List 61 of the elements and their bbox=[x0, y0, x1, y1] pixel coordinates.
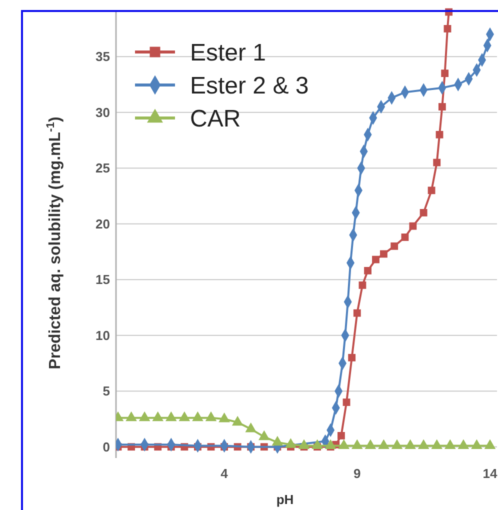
point bbox=[348, 354, 356, 362]
y-tick-label: 25 bbox=[96, 160, 110, 176]
point bbox=[404, 439, 416, 449]
y-tick-label: 0 bbox=[102, 439, 110, 454]
point bbox=[418, 439, 430, 449]
point bbox=[232, 416, 244, 426]
point bbox=[312, 439, 323, 449]
point bbox=[484, 439, 496, 449]
legend-label: CAR bbox=[190, 105, 241, 132]
point bbox=[458, 439, 470, 449]
point bbox=[218, 412, 230, 422]
point bbox=[342, 398, 350, 406]
point bbox=[441, 70, 449, 78]
y-tick-label: 5 bbox=[102, 384, 110, 399]
point bbox=[358, 281, 366, 289]
point bbox=[324, 439, 336, 449]
point bbox=[436, 130, 444, 138]
point bbox=[444, 439, 456, 449]
point bbox=[245, 422, 256, 432]
point bbox=[152, 411, 164, 422]
point bbox=[409, 222, 417, 230]
point bbox=[433, 158, 441, 166]
point bbox=[138, 411, 150, 422]
x-tick-label: 9 bbox=[354, 466, 361, 481]
point bbox=[258, 430, 270, 440]
point bbox=[353, 309, 361, 317]
y-tick-label: 10 bbox=[96, 328, 110, 343]
point bbox=[126, 411, 137, 422]
y-tick-label: 20 bbox=[96, 216, 110, 232]
point bbox=[438, 103, 446, 110]
legend-label: Ester 2 & 3 bbox=[190, 72, 309, 100]
point bbox=[471, 439, 482, 449]
point bbox=[364, 439, 376, 449]
point bbox=[298, 439, 310, 449]
point bbox=[285, 438, 296, 448]
point bbox=[428, 186, 436, 194]
point bbox=[352, 439, 363, 449]
point bbox=[401, 234, 409, 241]
point bbox=[372, 256, 380, 264]
y-tick-label: 15 bbox=[96, 272, 110, 288]
x-tick-label: 14 bbox=[482, 466, 498, 481]
point bbox=[390, 242, 398, 250]
point bbox=[378, 439, 390, 449]
point bbox=[380, 250, 388, 258]
y-tick-label: 35 bbox=[96, 49, 110, 64]
point bbox=[391, 439, 403, 449]
point bbox=[444, 25, 452, 32]
point bbox=[364, 266, 372, 274]
point bbox=[272, 436, 284, 446]
x-tick-label: 4 bbox=[220, 466, 229, 481]
point bbox=[338, 439, 350, 449]
point bbox=[431, 439, 442, 449]
point bbox=[166, 411, 177, 422]
point bbox=[205, 411, 217, 422]
point bbox=[337, 432, 345, 440]
y-tick-label: 30 bbox=[96, 104, 110, 120]
legend-label: Ester 1 bbox=[190, 39, 266, 66]
point bbox=[192, 411, 204, 422]
x-axis-title: pH bbox=[276, 492, 294, 507]
point bbox=[420, 208, 428, 216]
point bbox=[178, 411, 190, 422]
